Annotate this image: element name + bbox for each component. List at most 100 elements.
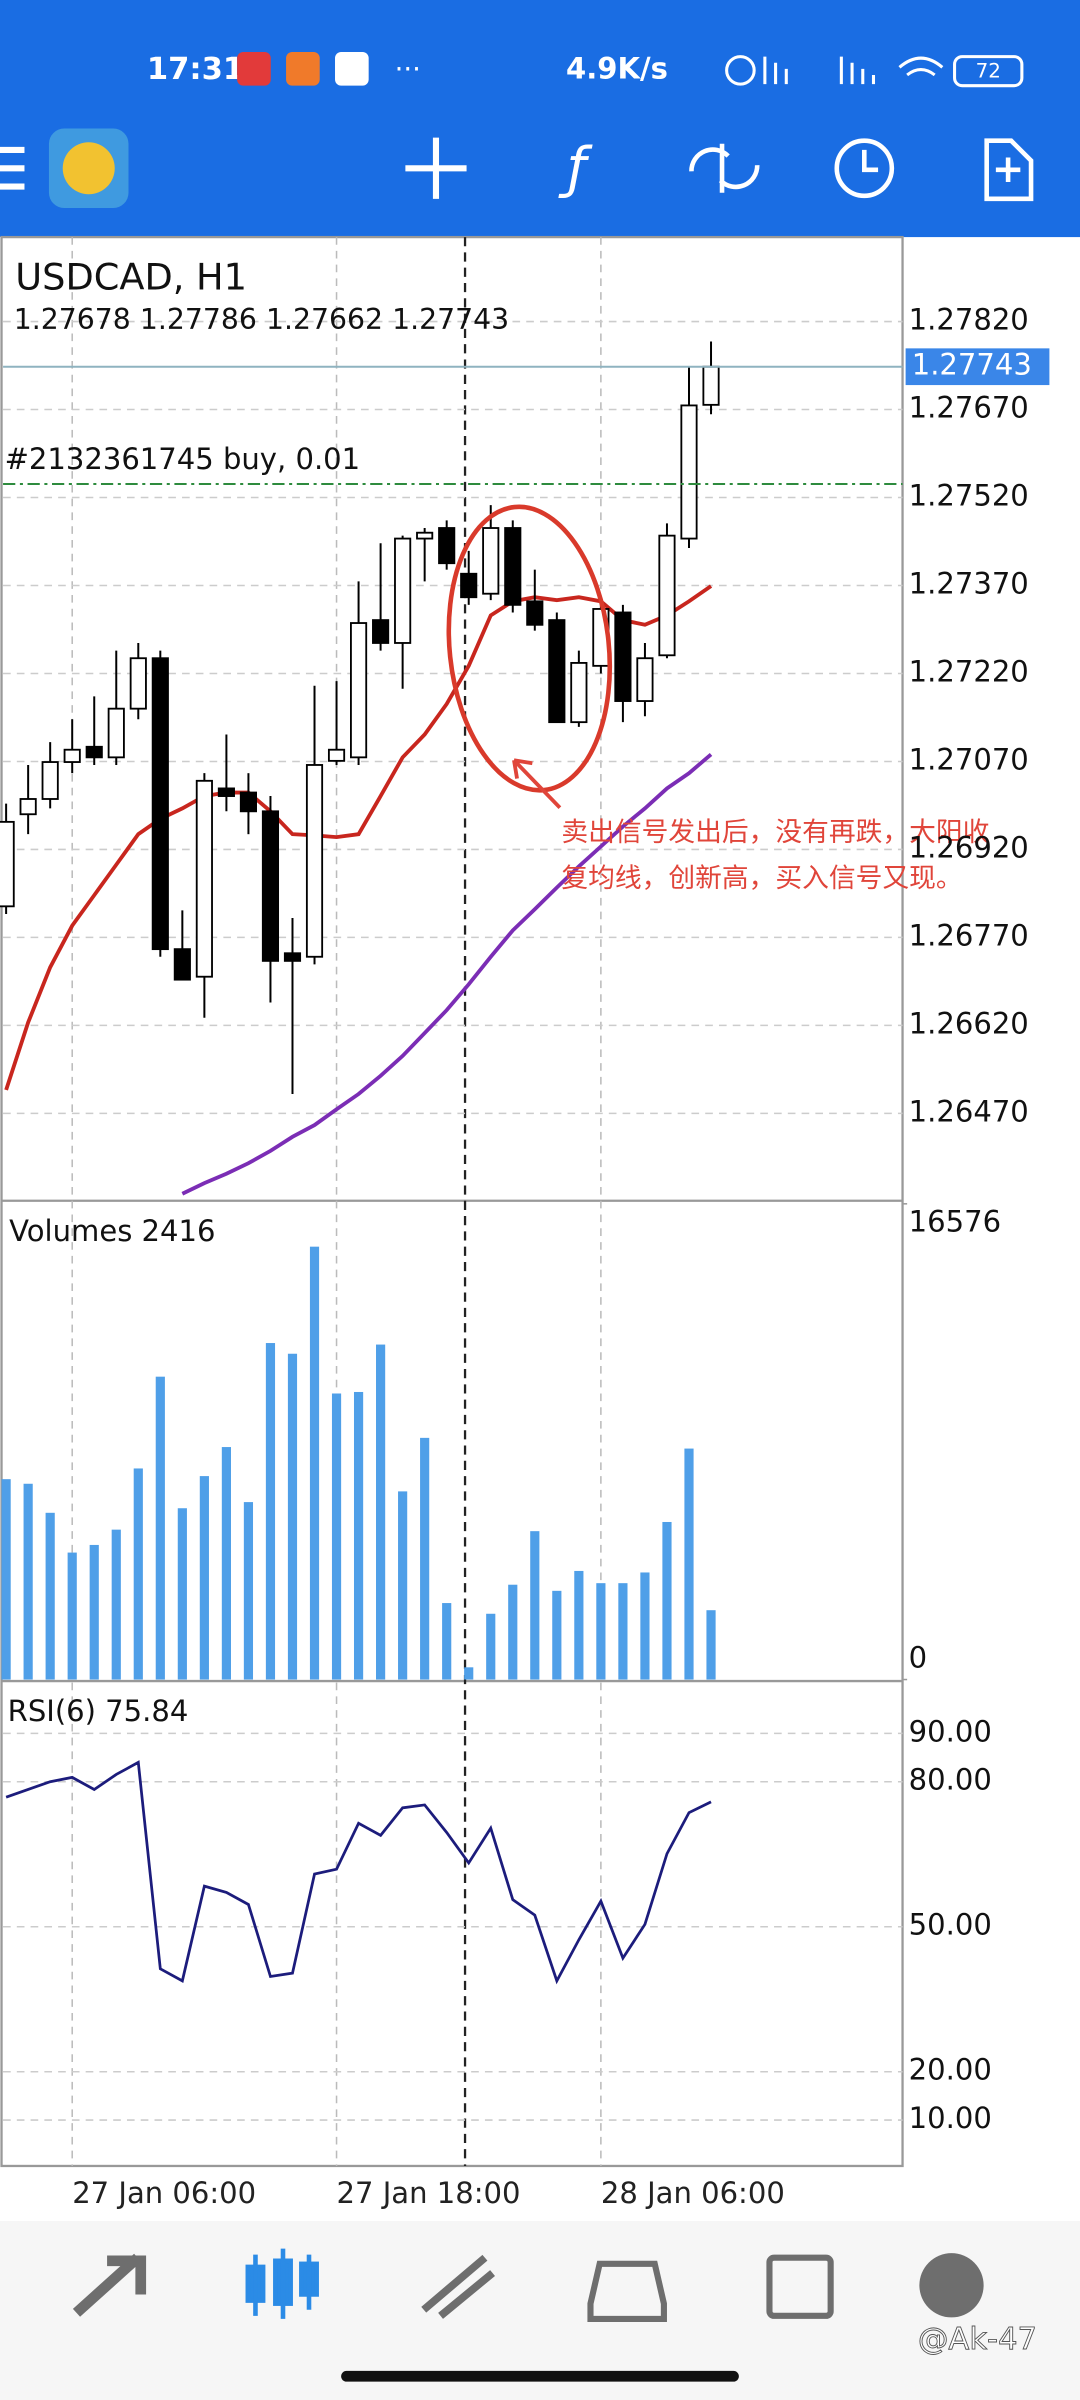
volume-bar: [552, 1590, 562, 1680]
nav-trade[interactable]: [421, 2254, 496, 2319]
candle-body: [85, 745, 103, 759]
y-tick-label: 1.27070: [909, 742, 1029, 776]
candle-body: [504, 527, 522, 606]
candle-body: [327, 748, 346, 762]
volume-bar: [574, 1570, 584, 1680]
candle-body: [151, 657, 169, 951]
volume-bar: [640, 1572, 650, 1680]
volume-bar: [89, 1544, 99, 1680]
timeframe-button[interactable]: [834, 138, 895, 199]
nav-icons: [72, 2248, 984, 2322]
candle-body: [19, 798, 37, 816]
volume-bar: [684, 1448, 694, 1680]
volume-bar: [706, 1610, 716, 1680]
menu-button[interactable]: [0, 146, 25, 190]
candle-body: [173, 948, 191, 981]
volume-bar: [331, 1393, 342, 1680]
y-tick-label: 1.27670: [909, 391, 1029, 425]
volume-bar: [398, 1491, 408, 1680]
volume-bar: [133, 1468, 143, 1680]
x-tick-label: 28 Jan 06:00: [601, 2176, 785, 2210]
candle-body: [394, 537, 412, 644]
annotation-text: 卖出信号发出后，没有再跌，大阳收: [561, 817, 989, 848]
candle-body: [63, 748, 81, 763]
volume-bar: [45, 1512, 55, 1680]
candle-body: [41, 761, 59, 800]
y-tick-label: 50.00: [909, 1908, 992, 1942]
volume-bar: [530, 1531, 540, 1680]
volume-bar: [221, 1447, 231, 1680]
nav-history[interactable]: [587, 2260, 667, 2322]
bid-label: 1.27743: [912, 348, 1032, 382]
candle-body: [305, 764, 324, 958]
panel-title: Volumes 2416: [9, 1214, 215, 1248]
nav-chat[interactable]: [919, 2253, 984, 2318]
y-tick-label: 1.27220: [909, 654, 1029, 688]
more-dots: ···: [395, 53, 421, 85]
ohlc-value: 1.27786: [140, 303, 257, 336]
ohlc-header: 1.27678 1.27786 1.27662 1.27743: [14, 303, 509, 336]
plot-area: 27 Jan 06:00 27 Jan 18:00 28 Jan 06:00 #213…: [0, 237, 908, 2210]
candle-body: [239, 791, 257, 813]
ohlc-value: 1.27678: [14, 303, 131, 336]
panel-title-value: 2416: [142, 1214, 216, 1248]
nav-quotes[interactable]: [72, 2253, 147, 2317]
candle-body: [129, 657, 147, 710]
candle-body: [217, 787, 235, 797]
volume-bar: [1, 1479, 11, 1680]
volume-bar: [23, 1483, 33, 1680]
volume-bar: [309, 1246, 320, 1680]
y-tick-label: 10.00: [909, 2101, 992, 2135]
bottom-nav: [0, 2221, 1080, 2400]
moving-average: [4, 584, 713, 1091]
ohlc-value: 1.27743: [392, 303, 509, 336]
crosshair-button[interactable]: [405, 137, 467, 199]
volume-bar: [486, 1613, 496, 1680]
candle-body: [570, 661, 588, 724]
candle-body: [416, 531, 434, 540]
candle-body: [636, 657, 654, 702]
candle-body: [460, 572, 478, 599]
volume-bar: [464, 1667, 474, 1680]
volume-bar: [265, 1343, 276, 1680]
y-tick-label: 16576: [909, 1205, 1001, 1239]
candle-body: [438, 527, 456, 565]
y-tick-label: 1.26920: [909, 830, 1029, 864]
clock: 17:31: [147, 52, 244, 87]
volume-bar: [111, 1529, 121, 1680]
notif-icon: [335, 52, 369, 86]
y-tick-label: 1.27370: [909, 566, 1029, 600]
nav-chart[interactable]: [245, 2248, 319, 2319]
candle-body: [195, 779, 213, 978]
nav-news[interactable]: [766, 2254, 834, 2319]
y-tick-label: 20.00: [909, 2053, 992, 2087]
y-tick-label: 0: [909, 1641, 927, 1675]
volume-bar: [67, 1552, 77, 1680]
annotation: 卖出信号发出后，没有再跌，大阳收 复均线，创新高，买入信号又现。: [446, 504, 989, 894]
candle-body: [372, 619, 390, 644]
net-speed: 4.9K/s: [566, 51, 668, 85]
status-icons: [725, 55, 1024, 88]
candle-body: [261, 810, 280, 962]
moving-average: [181, 752, 713, 1196]
trade-button[interactable]: [689, 143, 760, 193]
candle-body: [614, 611, 632, 702]
watermark: @Ak-47: [918, 2322, 1037, 2357]
y-tick-label: 1.26620: [909, 1006, 1029, 1040]
ohlc-value: 1.27662: [266, 303, 383, 336]
volume-bar: [287, 1353, 298, 1680]
candle-body: [283, 952, 302, 962]
volume-bar: [199, 1476, 209, 1680]
panel-title-name: RSI(6): [8, 1694, 96, 1728]
y-tick-label: 1.27820: [909, 303, 1029, 337]
annotation-text: 复均线，创新高，买入信号又现。: [561, 863, 962, 894]
top-bar: [0, 0, 1080, 238]
template-button[interactable]: [984, 138, 1034, 202]
battery: 72: [976, 59, 1001, 82]
panel-title: RSI(6) 75.84: [8, 1694, 189, 1728]
candle-body: [0, 820, 15, 908]
y-tick-label: 1.26470: [909, 1094, 1029, 1128]
candle-body: [548, 619, 566, 724]
rsi-line: [5, 1760, 712, 1985]
